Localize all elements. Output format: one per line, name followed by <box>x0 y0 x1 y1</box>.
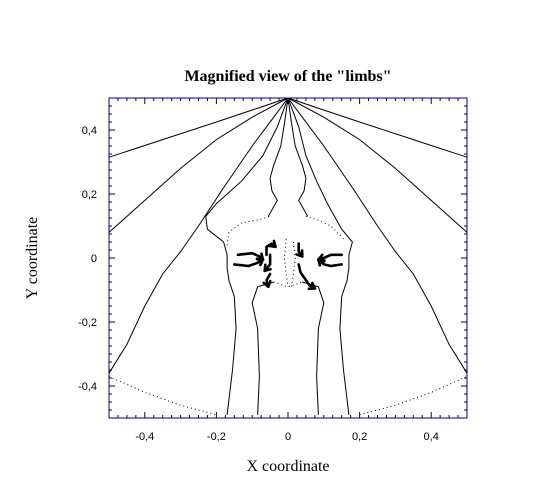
y-tick-label: -0,2 <box>78 317 97 329</box>
chart-title: Magnified view of the "limbs" <box>184 68 391 85</box>
curve-3 <box>205 97 289 415</box>
curve-10 <box>302 281 325 415</box>
curve-4 <box>251 281 274 415</box>
y-tick-label: -0,4 <box>78 381 97 393</box>
arrow-head-23 <box>262 279 272 289</box>
flow-arrow-27 <box>317 258 343 268</box>
curve-17 <box>291 241 296 287</box>
curve-7 <box>287 97 468 233</box>
curve-16 <box>283 238 289 287</box>
y-tick-label: 0,4 <box>82 125 97 137</box>
curve-8 <box>287 97 468 374</box>
x-tick-label: 0,2 <box>352 431 367 443</box>
x-tick-label: 0,4 <box>424 431 439 443</box>
arrow-head-22 <box>263 263 272 273</box>
curve-15 <box>305 215 344 240</box>
arrow-head-21 <box>268 239 277 249</box>
flow-arrow-20 <box>233 258 265 268</box>
plot-frame <box>108 97 468 419</box>
curve-12 <box>108 375 217 416</box>
curve-1 <box>108 97 289 233</box>
curve-2 <box>108 97 289 374</box>
curve-5 <box>267 97 289 217</box>
y-axis-label: Y coordinate <box>24 217 41 299</box>
arrow-head-24 <box>295 249 304 258</box>
curves <box>108 97 468 416</box>
flow-arrow-22 <box>263 253 272 273</box>
tick-labels: -0,4 -0,2 0 0,2 0,4 -0,4 -0,2 0 0,2 0,4 <box>78 125 439 443</box>
curve-11 <box>287 97 309 217</box>
curve-18 <box>273 281 303 288</box>
curve-0 <box>108 97 289 158</box>
curve-6 <box>287 97 468 158</box>
arrow-head-25 <box>307 281 317 291</box>
arrow-head-27 <box>317 258 326 267</box>
curve-9 <box>287 97 353 415</box>
y-tick-label: 0 <box>91 253 97 265</box>
curve-14 <box>226 215 271 246</box>
flow-arrow-19 <box>236 251 265 261</box>
arrow-head-20 <box>255 257 265 267</box>
flow-arrow-25 <box>297 263 317 290</box>
x-tick-label: -0,2 <box>207 431 226 443</box>
x-tick-label: -0,4 <box>135 431 154 443</box>
curve-13 <box>359 375 468 416</box>
x-tick-label: 0 <box>285 431 291 443</box>
axis-ticks <box>108 97 468 419</box>
y-tick-label: 0,2 <box>82 189 97 201</box>
x-axis-label: X coordinate <box>246 458 329 475</box>
